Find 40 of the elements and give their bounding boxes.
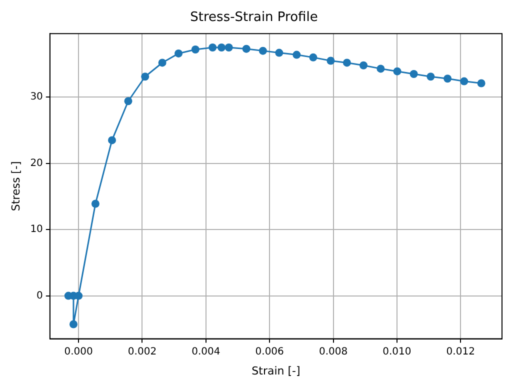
point [342, 58, 351, 67]
x-tick-label: 0.002 [128, 346, 157, 358]
y-tick-label: 20 [30, 158, 43, 169]
point [444, 74, 452, 83]
point [376, 64, 385, 73]
point [141, 72, 150, 81]
point [224, 44, 233, 52]
y-tick-label: 30 [30, 92, 43, 103]
x-tick-label: 0.006 [255, 346, 284, 358]
point [326, 56, 335, 65]
point [124, 97, 132, 106]
chart-title: Stress-Strain Profile [190, 10, 318, 26]
point [360, 61, 368, 70]
point [242, 44, 250, 53]
point [191, 45, 200, 54]
point [108, 136, 116, 144]
x-tick-label: 0.000 [64, 346, 93, 358]
point [218, 44, 226, 52]
x-tick-label: 0.012 [446, 346, 475, 358]
point [460, 77, 468, 86]
point [309, 53, 318, 62]
point [410, 70, 418, 78]
point [91, 200, 100, 208]
point [258, 46, 267, 55]
x-tick-label: 0.008 [318, 346, 348, 358]
point [292, 50, 301, 59]
point [208, 44, 217, 52]
y-axis-title: Stress [-] [9, 161, 22, 212]
point [69, 320, 78, 328]
y-tick-label: 10 [30, 224, 43, 236]
x-tick-label: 0.004 [192, 346, 220, 358]
point [158, 58, 166, 67]
x-axis-title: Strain [-] [252, 364, 300, 378]
point [174, 49, 183, 58]
point [393, 67, 402, 76]
y-tick-label: 0 [36, 290, 43, 302]
point [275, 48, 284, 57]
point [477, 79, 486, 88]
x-tick-label: 0.010 [382, 346, 412, 358]
point [426, 72, 435, 81]
